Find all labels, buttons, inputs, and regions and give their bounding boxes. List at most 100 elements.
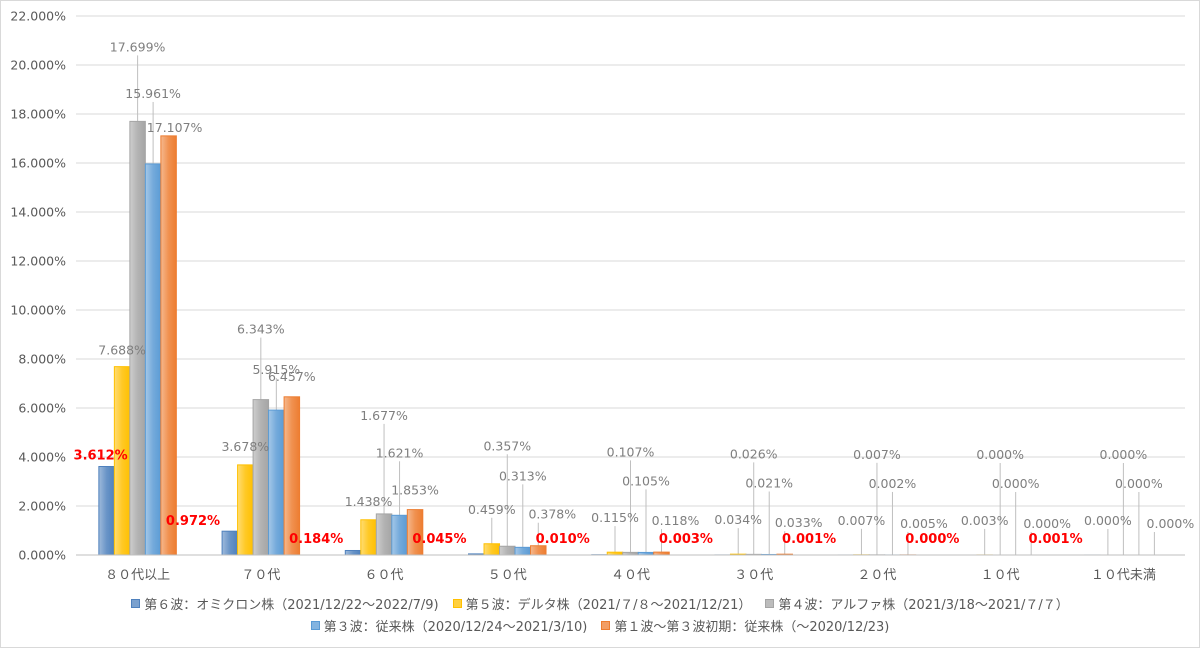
y-tick-label: 12.000% — [10, 254, 66, 269]
data-label: 3.678% — [221, 439, 269, 454]
bar — [514, 546, 532, 556]
data-label: 0.001% — [1028, 532, 1082, 547]
data-label: 1.621% — [376, 445, 424, 460]
data-label: 0.118% — [652, 513, 700, 528]
data-label: 0.000% — [1115, 476, 1163, 491]
legend-swatch — [131, 598, 141, 608]
y-axis: 0.000% 2.000% 4.000% 6.000% 8.000% 10.000% 12.… — [10, 9, 66, 563]
legend-row: 第６波：オミクロン株（2021/12/22～2022/7/9) 第５波：デルタ株（… — [0, 592, 1200, 614]
bar — [237, 464, 254, 556]
data-label: 0.000% — [992, 476, 1040, 491]
data-label: 5.915% — [252, 362, 300, 377]
data-label: 1.438% — [345, 494, 393, 509]
leader-lines — [137, 55, 1155, 555]
data-label: 0.313% — [499, 468, 547, 483]
legend-label: 第６波：オミクロン株（2021/12/22～2022/7/9) — [144, 597, 439, 613]
x-tick-label: ７０代 — [241, 568, 280, 583]
data-label: 0.021% — [745, 475, 793, 490]
y-tick-label: 10.000% — [10, 303, 66, 318]
x-tick-label: ６０代 — [365, 568, 404, 583]
data-label: 0.000% — [1147, 516, 1195, 531]
x-axis: ８０代以上 ７０代 ６０代 ５０代 ４０代 ３０代 ２０代 １０代 １０代未満 — [76, 554, 1185, 583]
data-label: 0.007% — [853, 447, 901, 462]
data-label: 1.677% — [360, 408, 408, 423]
y-tick-label: 2.000% — [18, 499, 66, 514]
y-tick-label: 16.000% — [10, 156, 66, 171]
data-label: 0.033% — [775, 515, 823, 530]
data-label: 0.010% — [536, 532, 590, 547]
data-label: 0.115% — [591, 510, 639, 525]
legend: 第６波：オミクロン株（2021/12/22～2022/7/9) 第５波：デルタ株（… — [0, 592, 1200, 636]
legend-label: 第５波：デルタ株（2021/７/８～2021/12/21） — [465, 597, 752, 613]
x-tick-label: ２０代 — [857, 568, 896, 583]
legend-row: 第３波：従来株（2020/12/24～2021/3/10) 第１波～第３波初期：従… — [0, 614, 1200, 636]
bar — [98, 466, 115, 556]
y-tick-label: 0.000% — [18, 548, 66, 563]
bar — [483, 543, 501, 556]
legend-swatch — [310, 620, 320, 630]
data-label: 3.612% — [74, 449, 128, 464]
data-label: 0.000% — [905, 532, 959, 547]
x-tick-label: ８０代以上 — [105, 568, 170, 583]
bar — [530, 545, 547, 556]
legend-swatch — [765, 598, 775, 608]
legend-item: 第６波：オミクロン株（2021/12/22～2022/7/9) — [131, 594, 439, 613]
y-tick-label: 4.000% — [18, 450, 66, 465]
data-label: 0.007% — [838, 513, 886, 528]
data-label: 0.001% — [782, 532, 836, 547]
data-label: 0.026% — [730, 446, 778, 461]
bar — [360, 519, 377, 556]
data-label: 1.853% — [391, 483, 439, 498]
data-label: 0.378% — [528, 507, 576, 522]
x-tick-label: １０代 — [981, 568, 1020, 583]
y-tick-label: 18.000% — [10, 107, 66, 122]
x-tick-label: ３０代 — [734, 568, 773, 583]
legend-item: 第４波：アルファ株（2021/3/18～2021/７/７） — [765, 594, 1069, 613]
y-tick-label: 22.000% — [10, 9, 66, 24]
bar — [344, 549, 362, 556]
data-label: 0.002% — [869, 476, 917, 491]
legend-item: 第１波～第３波初期：従来株（～2020/12/23) — [601, 616, 889, 635]
legend-item: 第５波：デルタ株（2021/７/８～2021/12/21） — [452, 594, 752, 613]
data-label: 17.107% — [147, 120, 203, 135]
data-label: 0.003% — [961, 513, 1009, 528]
data-label: 0.000% — [1100, 447, 1148, 462]
data-label: 6.457% — [268, 369, 316, 384]
y-tick-label: 14.000% — [10, 205, 66, 220]
data-label: 0.972% — [166, 514, 220, 529]
data-label: 0.105% — [622, 473, 670, 488]
data-label: 0.003% — [659, 532, 713, 547]
data-label: 0.005% — [900, 516, 948, 531]
data-label: 0.034% — [714, 512, 762, 527]
y-tick-label: 20.000% — [10, 58, 66, 73]
legend-label: 第１波～第３波初期：従来株（～2020/12/23) — [614, 619, 890, 635]
data-label: 7.688% — [98, 343, 146, 358]
bar — [160, 135, 177, 556]
data-label: 0.000% — [976, 447, 1024, 462]
data-label: 0.107% — [607, 444, 655, 459]
data-label: 0.000% — [1084, 513, 1132, 528]
data-label: 0.459% — [468, 502, 516, 517]
bar — [268, 409, 285, 556]
bar — [391, 514, 408, 556]
data-label: 6.343% — [237, 322, 285, 337]
bar — [375, 513, 393, 556]
y-tick-label: 8.000% — [18, 352, 66, 367]
data-labels: 3.612% 7.688% 17.699% 15.961% 17.107% 0.972% 3… — [74, 39, 1195, 547]
legend-swatch — [601, 620, 611, 630]
data-label: 0.000% — [1023, 516, 1071, 531]
x-tick-label: ４０代 — [611, 568, 650, 583]
y-tick-label: 6.000% — [18, 401, 66, 416]
bar — [252, 399, 270, 556]
bar — [499, 545, 516, 556]
bars — [98, 120, 1101, 556]
data-label: 15.961% — [125, 86, 181, 101]
legend-item: 第３波：従来株（2020/12/24～2021/3/10) — [310, 616, 587, 635]
bar — [221, 530, 239, 556]
data-label: 0.357% — [483, 438, 531, 453]
legend-label: 第４波：アルファ株（2021/3/18～2021/７/７） — [778, 597, 1069, 613]
x-tick-label: ５０代 — [488, 568, 527, 583]
data-label: 0.184% — [289, 532, 343, 547]
data-label: 0.045% — [412, 532, 466, 547]
